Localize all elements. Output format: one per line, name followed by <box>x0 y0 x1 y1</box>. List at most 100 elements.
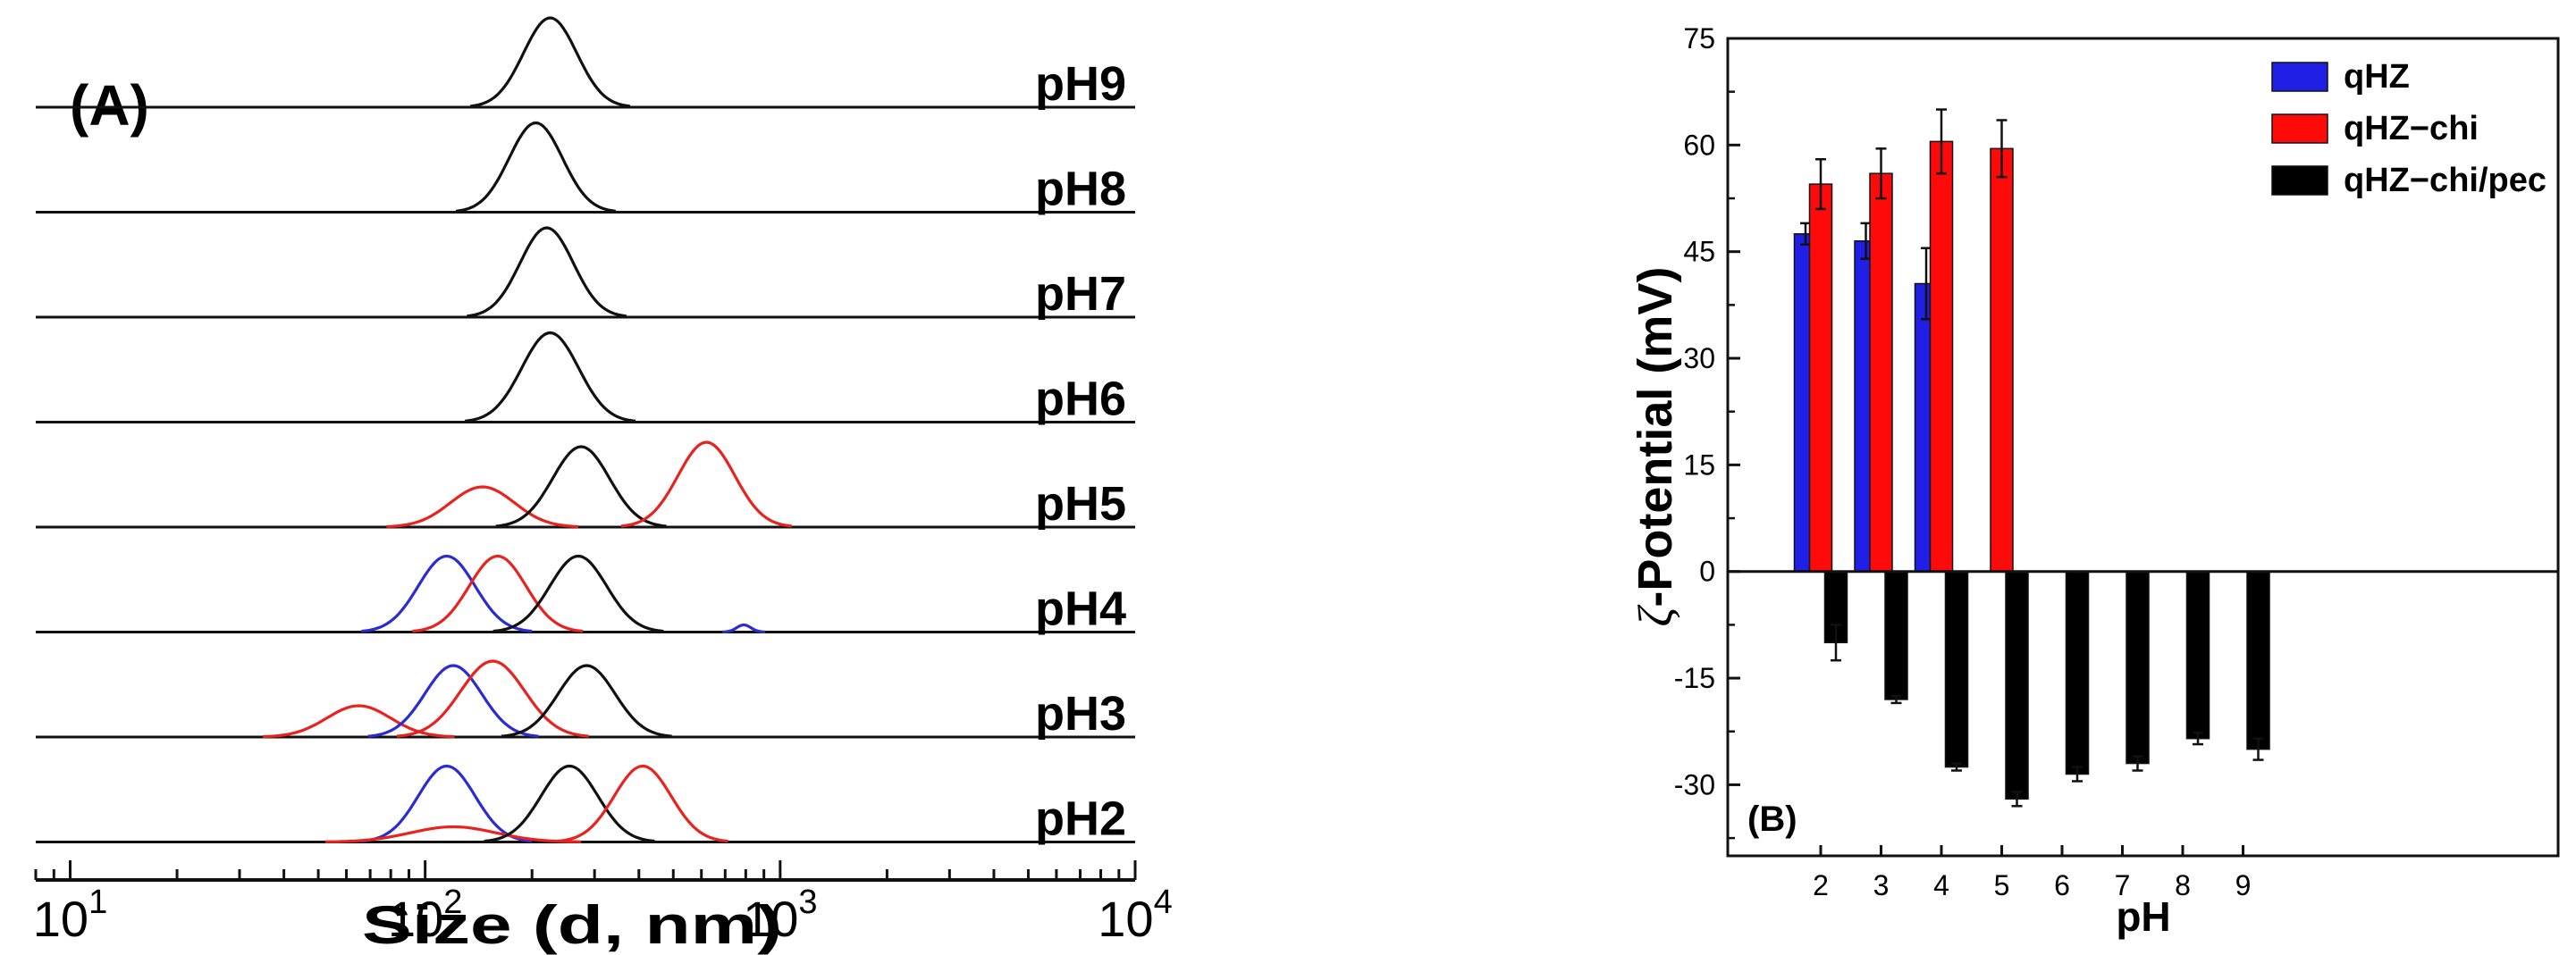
panel-a-x-axis-label: Size (d, nm) <box>362 895 782 955</box>
trace-label-pH8: pH8 <box>1035 163 1126 216</box>
y-tick-label-30: 30 <box>1683 342 1715 374</box>
x-tick-label-5: 5 <box>1994 869 2010 901</box>
panel-a-label: (A) <box>70 73 149 138</box>
x-tick-label-9: 9 <box>2235 869 2252 901</box>
legend-swatch <box>2271 62 2328 92</box>
trace-pH7: pH7 <box>36 226 1135 321</box>
error-bar <box>1936 108 1947 175</box>
legend: qHZ qHZ−chi qHZ−chi/pec <box>2271 58 2547 199</box>
size-distribution-panel: (A) pH9 pH8 pH7 pH6 pH5 pH4 pH3 pH2 101 102 103 10… <box>33 16 1173 955</box>
trace-label-pH2: pH2 <box>1035 792 1126 846</box>
bar-qHZchi-pH2 <box>1808 183 1833 573</box>
error-bar <box>2252 737 2264 761</box>
legend-label: qHZ−chi/pec <box>2344 162 2547 199</box>
peak-pH4-1 <box>361 554 533 633</box>
x-tick-label-3: 3 <box>1873 869 1890 901</box>
trace-label-pH9: pH9 <box>1035 57 1126 111</box>
bar-qHZchipec-pH6 <box>2065 570 2090 775</box>
error-bar <box>1996 119 2008 179</box>
error-bar <box>1951 762 1962 772</box>
legend-label: qHZ−chi <box>2344 110 2479 147</box>
trace-label-pH6: pH6 <box>1035 373 1126 426</box>
x-tick-label-2: 2 <box>1813 869 1829 901</box>
peak-pH2-4 <box>557 764 728 843</box>
y-tick-label-45: 45 <box>1683 236 1715 268</box>
trace-pH9: pH9 <box>36 16 1135 111</box>
peak-pH5-1 <box>386 485 579 529</box>
panel-b-label: (B) <box>1747 800 1797 839</box>
trace-pH4: pH4 <box>36 554 1135 636</box>
legend-item-1: qHZ <box>2271 58 2410 96</box>
error-bar <box>1875 147 1887 200</box>
panel-b-x-axis-label: pH <box>2116 893 2170 940</box>
peak-pH2-1 <box>361 764 533 843</box>
x-tick-label-10: 101 <box>33 884 107 947</box>
y-tick-label-15: 15 <box>1683 448 1715 481</box>
legend-item-3: qHZ−chi/pec <box>2271 162 2547 199</box>
error-bar <box>1831 624 1841 662</box>
x-tick-label-10000: 104 <box>1098 884 1172 947</box>
legend-label: qHZ <box>2344 58 2410 96</box>
y-tick-label-60: 60 <box>1683 129 1715 161</box>
bar-qHZchi-pH5 <box>1990 147 2014 573</box>
y-tick-label--30: -30 <box>1674 768 1715 800</box>
peak-pH4-3 <box>492 554 664 633</box>
peak-pH2-3 <box>484 764 655 843</box>
x-tick-label-7: 7 <box>2115 869 2131 901</box>
error-bar <box>2011 791 2023 808</box>
trace-pH3: pH3 <box>36 659 1135 741</box>
error-bar <box>2072 766 2083 783</box>
peak-pH2-2 <box>325 825 582 843</box>
bar-qHZchi-pH3 <box>1869 172 1893 573</box>
peak-pH6-1 <box>465 331 636 423</box>
peak-pH3-2 <box>367 664 539 738</box>
trace-pH2: pH2 <box>36 764 1135 846</box>
x-tick-label-4: 4 <box>1933 869 1949 901</box>
peak-pH9-1 <box>469 16 631 108</box>
trace-label-pH7: pH7 <box>1035 267 1126 321</box>
y-tick-label--15: -15 <box>1674 662 1715 694</box>
bar-qHZchipec-pH3 <box>1884 570 1908 700</box>
trace-label-pH4: pH4 <box>1035 582 1126 636</box>
bar-qHZchipec-pH9 <box>2246 570 2270 750</box>
panel-b-frame <box>1726 37 2560 858</box>
legend-swatch <box>2271 113 2328 144</box>
peak-pH5-2 <box>495 445 667 528</box>
x-tick-label-8: 8 <box>2175 869 2191 901</box>
legend-item-2: qHZ−chi <box>2271 110 2479 147</box>
trace-pH5: pH5 <box>36 440 1135 531</box>
error-bar <box>2132 755 2143 772</box>
peak-pH3-1 <box>263 704 455 739</box>
svg-text:ζ-Potential (mV): ζ-Potential (mV) <box>1629 267 1682 627</box>
y-tick-label-0: 0 <box>1699 556 1715 588</box>
peak-pH7-1 <box>467 226 627 318</box>
legend-swatch <box>2271 165 2328 196</box>
x-tick-label-6: 6 <box>2054 869 2070 901</box>
error-bar <box>1815 158 1826 211</box>
bar-qHZchi-pH4 <box>1929 140 1954 573</box>
x-tick-label-100: 102 <box>388 884 462 947</box>
peak-pH4-4 <box>721 623 766 634</box>
x-tick-label-1000: 103 <box>743 884 817 947</box>
trace-pH6: pH6 <box>36 331 1135 426</box>
peak-pH3-3 <box>396 659 589 738</box>
trace-label-pH5: pH5 <box>1035 477 1126 531</box>
bar-qHZchipec-pH4 <box>1944 570 1969 768</box>
error-bar <box>1890 694 1902 705</box>
trace-label-pH3: pH3 <box>1035 687 1126 741</box>
bar-qHZchipec-pH8 <box>2185 570 2210 740</box>
trace-pH8: pH8 <box>36 121 1135 216</box>
peak-pH8-1 <box>455 121 617 213</box>
bar-qHZchipec-pH5 <box>2005 570 2029 800</box>
zeta-symbol: ζ <box>1629 604 1682 626</box>
peak-pH4-2 <box>412 554 584 633</box>
bar-qHZchipec-pH7 <box>2126 570 2150 765</box>
panel-b-y-axis-label: ζ-Potential (mV) <box>1629 267 1682 627</box>
peak-pH5-3 <box>620 440 792 528</box>
error-bar <box>2193 732 2203 746</box>
y-tick-label-75: 75 <box>1683 22 1715 54</box>
y-axis-label-text: -Potential (mV) <box>1629 267 1682 607</box>
peak-pH3-4 <box>501 664 672 738</box>
